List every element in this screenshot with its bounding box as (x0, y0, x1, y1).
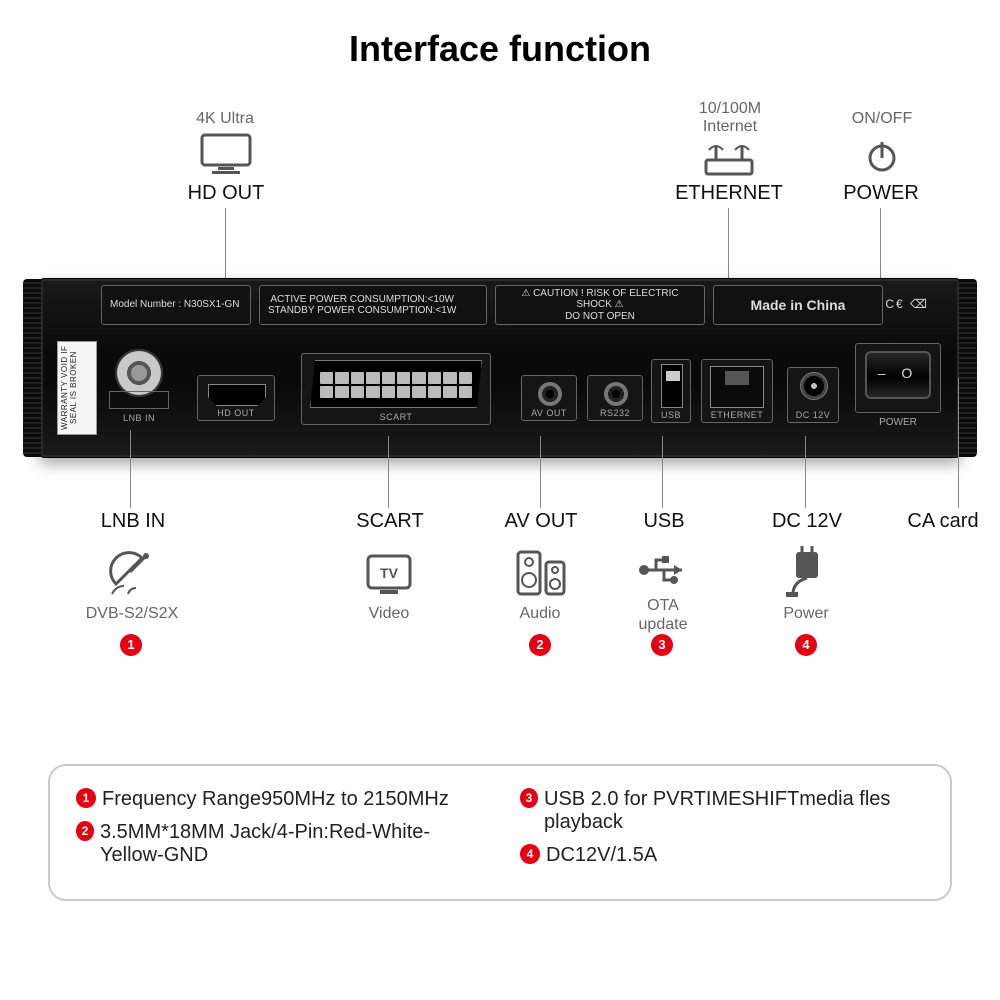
ce-mark: C€ ⌫ (885, 297, 929, 311)
avout-line (540, 436, 541, 508)
ca-label: CA card (898, 510, 988, 533)
router-icon (702, 140, 756, 178)
dc-line (805, 436, 806, 508)
tv-icon: TV (362, 550, 416, 596)
plabel-rs232: RS232 (588, 408, 642, 418)
ca-line (958, 378, 959, 508)
power-icon (862, 136, 902, 176)
scart-line (388, 436, 389, 508)
chip-model: Model Number : N30SX1-GN (101, 285, 251, 325)
badge-2: 2 (529, 634, 551, 656)
adapter-icon (782, 546, 832, 598)
lnb-label: LNB IN (88, 510, 178, 533)
plabel-avout: AV OUT (522, 408, 576, 418)
diagram-stage: 4K Ultra HD OUT 10/100M Internet ETHERNE… (0, 0, 1000, 1000)
port-dc: DC 12V (787, 367, 839, 423)
scart-sub: Video (354, 604, 424, 623)
usb-line (662, 436, 663, 508)
warranty-seal: WARRANTY VOID IF SEAL IS BROKEN (57, 341, 97, 435)
usb-sub: OTA update (628, 596, 698, 634)
note-row: 1 Frequency Range950MHz to 2150MHz (76, 788, 480, 811)
badge-1: 1 (120, 634, 142, 656)
note-text: DC12V/1.5A (546, 844, 657, 867)
port-eth: ETHERNET (701, 359, 773, 423)
usb-label: USB (636, 510, 692, 533)
note-badge: 2 (76, 821, 94, 841)
plabel-scart: SCART (302, 412, 490, 422)
usb-icon (636, 550, 690, 590)
hdout-label: HD OUT (180, 182, 272, 205)
dc-sub: Power (776, 604, 836, 623)
chip-consumption: ACTIVE POWER CONSUMPTION:<10W STANDBY PO… (259, 285, 487, 325)
port-power: POWER (855, 343, 941, 439)
port-rs232: RS232 (587, 375, 643, 421)
port-usb: USB (651, 359, 691, 423)
power-hint: ON/OFF (842, 110, 922, 128)
power-line (880, 208, 881, 288)
port-hdmi: HD OUT (197, 375, 275, 421)
lnb-sub: DVB-S2/S2X (82, 604, 182, 623)
plabel-eth: ETHERNET (702, 410, 772, 420)
badge-4: 4 (795, 634, 817, 656)
speaker-icon (514, 548, 570, 598)
chip-made: Made in China (713, 285, 883, 325)
plabel-dc: DC 12V (788, 410, 838, 420)
plabel-hdmi: HD OUT (198, 408, 274, 418)
note-row: 3 USB 2.0 for PVRTIMESHIFTmedia fles pla… (520, 788, 924, 834)
plabel-power: POWER (855, 417, 941, 428)
note-badge: 3 (520, 788, 538, 808)
dc-label: DC 12V (768, 510, 846, 533)
port-scart: SCART (301, 353, 491, 425)
device-panel: Model Number : N30SX1-GN ACTIVE POWER CO… (40, 278, 960, 458)
note-text: 3.5MM*18MM Jack/4-Pin:Red-White-Yellow-G… (100, 821, 480, 867)
port-avout: AV OUT (521, 375, 577, 421)
avout-label: AV OUT (500, 510, 582, 533)
note-badge: 4 (520, 844, 540, 864)
svg-text:TV: TV (380, 565, 399, 581)
lnb-line (130, 430, 131, 508)
note-text: Frequency Range950MHz to 2150MHz (102, 788, 449, 811)
plabel-lnb: LNB IN (109, 413, 169, 423)
power-label: POWER (834, 182, 928, 205)
badge-3: 3 (651, 634, 673, 656)
note-badge: 1 (76, 788, 96, 808)
eth-hint: 10/100M Internet (690, 100, 770, 136)
port-lnb: LNB IN (109, 349, 169, 409)
hdout-hint: 4K Ultra (195, 110, 255, 128)
plabel-usb: USB (652, 410, 690, 420)
monitor-icon (198, 132, 254, 176)
scart-label: SCART (350, 510, 430, 533)
note-text: USB 2.0 for PVRTIMESHIFTmedia fles playb… (544, 788, 924, 834)
chip-caution: ⚠ CAUTION ! RISK OF ELECTRIC SHOCK ⚠ DO … (495, 285, 705, 325)
note-row: 4 DC12V/1.5A (520, 844, 924, 867)
notes-panel: 1 Frequency Range950MHz to 2150MHz 2 3.5… (48, 764, 952, 901)
note-row: 2 3.5MM*18MM Jack/4-Pin:Red-White-Yellow… (76, 821, 480, 867)
satellite-icon (106, 548, 156, 598)
eth-label: ETHERNET (674, 182, 784, 205)
avout-sub: Audio (510, 604, 570, 623)
